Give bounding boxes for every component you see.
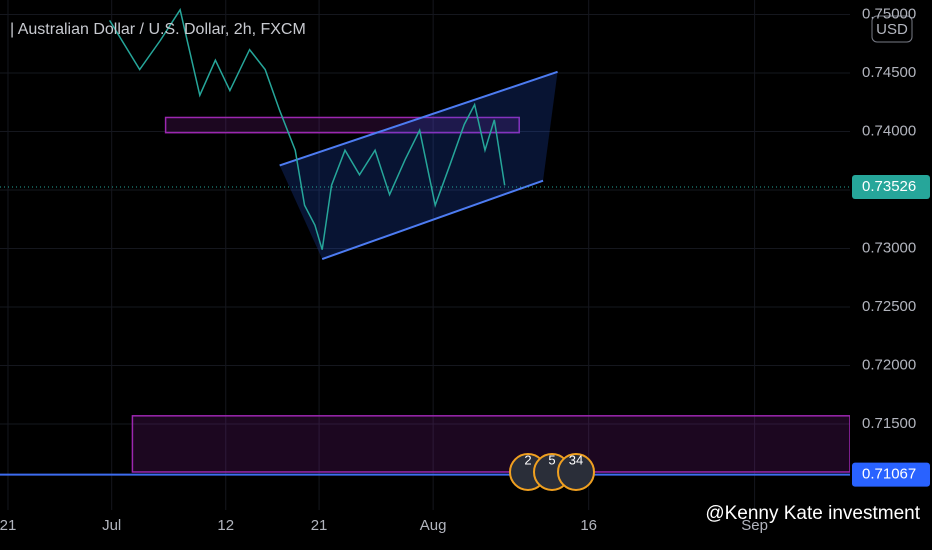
x-tick-label: 21: [0, 517, 16, 534]
y-tick-label: 0.74000: [862, 122, 916, 139]
level-tag: [852, 462, 930, 487]
y-tick-label: 0.74500: [862, 64, 916, 81]
x-tick-label: Sep: [741, 517, 768, 534]
y-tick-label: 0.72000: [862, 356, 916, 373]
level-label: 0.71067: [862, 466, 916, 483]
x-tick-label: 16: [580, 517, 597, 534]
zone: [164, 116, 520, 134]
channel-line: [321, 179, 544, 260]
x-tick-label: Jul: [102, 517, 121, 534]
channel-fill: [279, 71, 558, 260]
event-label: 34: [569, 452, 583, 467]
current-price-tag: [852, 174, 930, 199]
watermark: @Kenny Kate investment: [705, 503, 920, 524]
y-tick-label: 0.72500: [862, 298, 916, 315]
x-tick-label: 12: [217, 517, 234, 534]
price-line: [108, 7, 506, 250]
x-tick-label: Aug: [420, 517, 447, 534]
event-label: 5: [548, 452, 555, 467]
event-label: 2: [524, 452, 531, 467]
zone: [131, 415, 851, 473]
price-axis: [850, 0, 932, 550]
currency-button[interactable]: [871, 15, 913, 43]
x-tick-label: 21: [311, 517, 328, 534]
currency-label: USD: [876, 21, 908, 38]
y-tick-label: 0.71500: [862, 415, 916, 432]
channel-line: [279, 70, 558, 167]
y-tick-label: 0.75000: [862, 5, 916, 22]
current-price-label: 0.73526: [862, 178, 916, 195]
event-badge: [557, 453, 595, 491]
y-tick-label: 0.73000: [862, 239, 916, 256]
chart-title: | Australian Dollar / U.S. Dollar, 2h, F…: [10, 21, 306, 38]
